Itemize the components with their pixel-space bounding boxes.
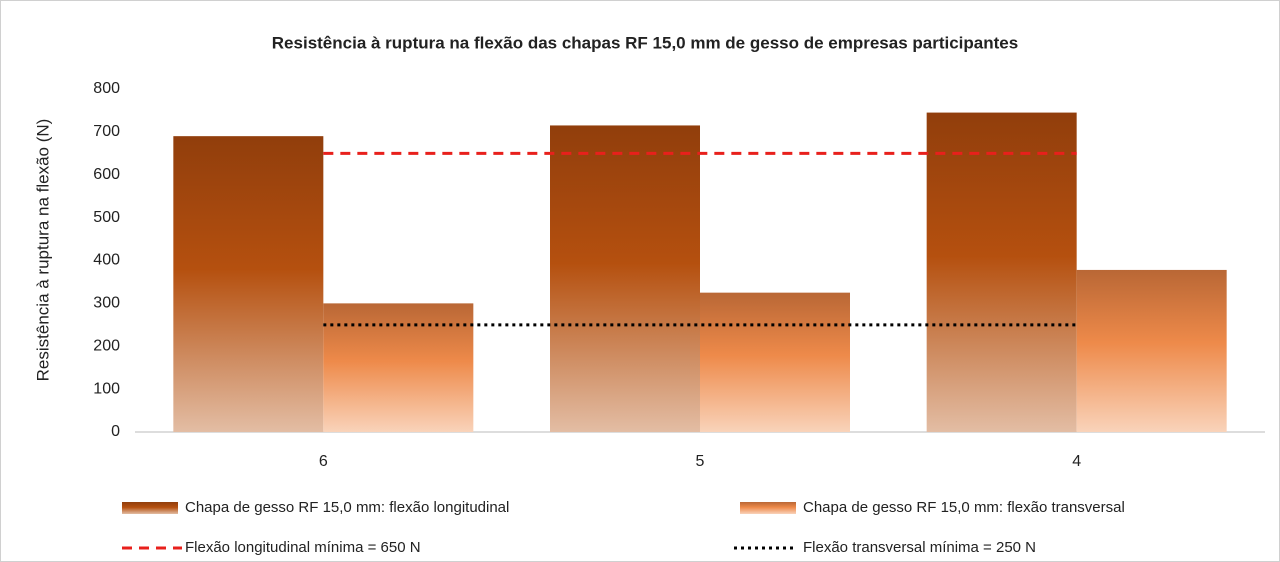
y-tick-label: 500 [93,209,120,226]
y-tick-label: 300 [93,295,120,312]
y-axis-label: Resistência à ruptura na flexão (N) [33,119,52,382]
bar [550,125,700,432]
bar [926,112,1077,433]
y-tick-label: 100 [93,380,120,397]
chart-title: Resistência à ruptura na flexão das chap… [272,33,1018,52]
bar [700,292,850,432]
y-tick-label: 400 [93,252,120,269]
legend-label: Chapa de gesso RF 15,0 mm: flexão longit… [185,499,509,516]
y-tick-label: 600 [93,166,120,183]
bar [1076,269,1227,432]
bar [323,303,474,432]
legend-swatch [122,502,178,514]
bar [173,136,324,432]
legend-label: Flexão longitudinal mínima = 650 N [185,539,421,556]
legend-label: Chapa de gesso RF 15,0 mm: flexão transv… [803,499,1125,516]
x-tick-label: 4 [1072,453,1081,470]
y-tick-label: 800 [93,80,120,97]
x-tick-label: 6 [319,453,328,470]
y-tick-label: 700 [93,123,120,140]
legend-swatch [740,502,796,514]
y-tick-label: 200 [93,337,120,354]
legend-label: Flexão transversal mínima = 250 N [803,539,1036,556]
y-tick-label: 0 [111,423,120,440]
x-tick-label: 5 [696,453,705,470]
